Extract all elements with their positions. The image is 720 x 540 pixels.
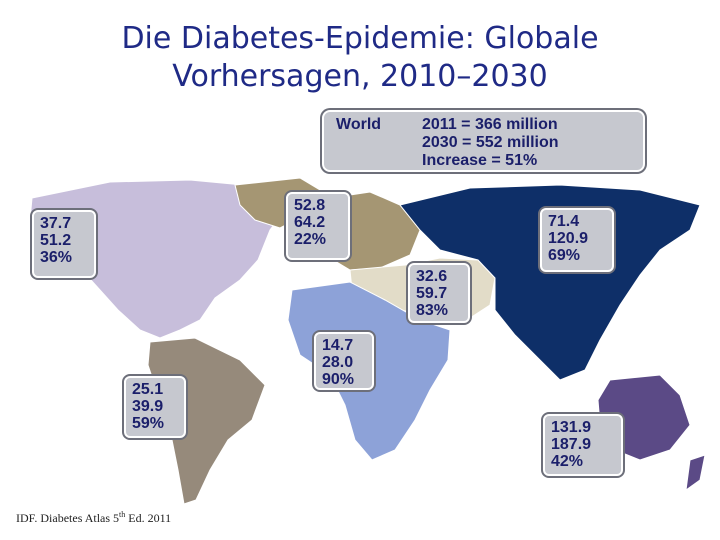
world-figures: 2011 = 366 million 2030 = 552 million In… [422, 116, 559, 170]
south-east-asia-increase: 42% [551, 453, 584, 470]
mena-2011: 32.6 [416, 268, 448, 285]
sacc-increase: 59% [132, 415, 165, 432]
europe-2030: 64.2 [294, 214, 326, 231]
title-line-2: Vorhersagen, 2010–2030 [172, 59, 548, 94]
region-new-zealand [685, 454, 706, 492]
citation-prefix: IDF. Diabetes Atlas 5 [16, 511, 120, 525]
sacc-2030: 39.9 [132, 398, 164, 415]
callout-europe: 52.8 64.2 22% [286, 192, 350, 260]
callout-north-america: 37.7 51.2 36% [32, 210, 96, 278]
callout-africa: 14.7 28.0 90% [314, 332, 374, 390]
north-america-increase: 36% [40, 249, 73, 266]
sacc-2011: 25.1 [132, 381, 164, 398]
citation-suffix: Ed. 2011 [125, 511, 172, 525]
callout-western-pacific: 71.4 120.9 69% [540, 208, 614, 272]
mena-increase: 83% [416, 302, 449, 319]
world-label: World [336, 116, 382, 133]
africa-2030: 28.0 [322, 354, 354, 371]
callout-middle-east-north-africa: 32.6 59.7 83% [408, 263, 470, 323]
world-2011-line: 2011 = 366 million [422, 116, 558, 133]
slide-title: Die Diabetes-Epidemie: Globale Vorhersag… [60, 20, 660, 96]
world-2030-line: 2030 = 552 million [422, 134, 559, 151]
region-western-pacific [399, 184, 701, 381]
mena-2030: 59.7 [416, 285, 448, 302]
western-pacific-increase: 69% [548, 247, 581, 264]
citation-superscript: th [119, 510, 126, 519]
source-citation: IDF. Diabetes Atlas 5th Ed. 2011 [16, 510, 171, 526]
north-america-2011: 37.7 [40, 215, 72, 232]
callout-south-central-america: 25.1 39.9 59% [124, 376, 186, 438]
world-increase-line: Increase = 51% [422, 152, 538, 169]
africa-2011: 14.7 [322, 337, 354, 354]
europe-increase: 22% [294, 231, 327, 248]
africa-increase: 90% [322, 371, 355, 388]
world-summary-box: World 2011 = 366 million 2030 = 552 mill… [322, 110, 645, 172]
south-east-asia-2030: 187.9 [551, 436, 592, 453]
europe-2011: 52.8 [294, 197, 326, 214]
north-america-2030: 51.2 [40, 232, 72, 249]
callout-south-east-asia: 131.9 187.9 42% [543, 414, 623, 476]
western-pacific-2030: 120.9 [548, 230, 589, 247]
western-pacific-2011: 71.4 [548, 213, 580, 230]
title-line-1: Die Diabetes-Epidemie: Globale [121, 21, 599, 56]
south-east-asia-2011: 131.9 [551, 419, 592, 436]
